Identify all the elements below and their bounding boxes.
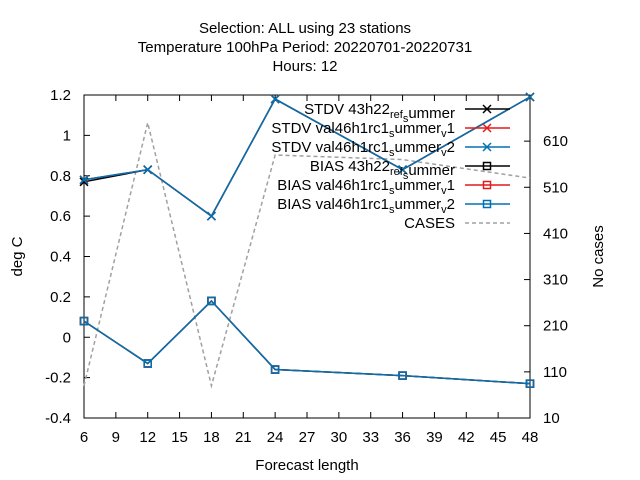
series-5 [79,296,535,388]
data-point [79,175,89,185]
data-point [525,92,535,102]
series-line [83,96,531,218]
y-tick-label: 1 [63,127,71,144]
legend-marker [482,199,492,209]
legend-label: BIAS val46h1rc1summerv2 [277,196,455,216]
legend-marker [482,123,492,133]
chart-title-line: Selection: ALL using 23 stations [199,20,411,37]
x-tick-label: 18 [203,429,220,446]
x-tick-label: 12 [139,429,156,446]
chart-title-line: Temperature 100hPa Period: 20220701-2022… [138,39,472,56]
legend-label: STDV val46h1rc1summerv2 [271,139,455,159]
series-4 [79,296,535,388]
legend-marker [482,180,492,190]
legend-marker [482,161,492,171]
y-axis-label: deg C [9,236,26,276]
data-point [270,365,280,374]
legend-label: STDV 43h22refsummer [304,101,455,125]
x-tick-label: 9 [112,429,120,446]
y-tick-label: 0.4 [50,249,71,266]
y2-tick-label: 610 [543,133,568,150]
series-line [83,299,531,385]
data-point [207,296,216,306]
y2-axis-label: No cases [590,225,607,288]
x-tick-label: 30 [331,429,348,446]
y-tick-label: -0.4 [45,410,71,427]
x-axis-ticks: 6 9 12 15 18 21 24 27 30 33 36 39 42 45 48 [80,95,539,446]
chart-title-line: Hours: 12 [272,58,337,75]
legend-label: BIAS val46h1rc1summerv1 [277,177,455,197]
y2-tick-label: 310 [543,272,568,289]
x-tick-label: 33 [362,429,379,446]
series-layer [79,92,535,389]
x-tick-label: 27 [299,429,316,446]
y-tick-label: 0.8 [50,168,71,185]
x-tick-label: 39 [426,429,443,446]
data-point [79,316,89,326]
data-point [525,379,535,388]
legend-marker [482,142,492,152]
x-tick-label: 48 [522,429,539,446]
legend-label: BIAS 43h22refsummer [310,158,455,182]
data-point [398,165,408,175]
y2-tick-label: 210 [543,318,568,335]
y2-tick-label: 510 [543,179,568,196]
data-point [143,165,153,175]
x-tick-label: 15 [171,429,188,446]
y-tick-label: 1.2 [50,87,71,104]
data-point [270,94,280,104]
series-6 [83,122,531,389]
y-tick-label: 0.2 [50,289,71,306]
legend-label: STDV val46h1rc1summerv1 [271,120,455,140]
legend-label: CASES [404,215,455,232]
data-point [206,211,216,221]
x-tick-label: 45 [490,429,507,446]
y-axis-ticks: -0.4 -0.2 0 0.2 0.4 0.6 0.8 1 1.2 [45,87,90,427]
series-3 [79,296,535,388]
y2-tick-label: 10 [543,410,560,427]
x-tick-label: 42 [458,429,475,446]
chart-titles: Selection: ALL using 23 stations Temperat… [138,20,472,75]
y2-axis-ticks: 10 110 210 310 410 510 610 [524,133,568,427]
y-tick-label: -0.2 [45,370,71,387]
x-tick-label: 24 [267,429,284,446]
y2-tick-label: 110 [543,364,567,381]
series-2 [79,92,535,221]
y-tick-label: 0.6 [50,208,71,225]
x-axis-label: Forecast length [255,457,358,474]
data-point [398,371,407,380]
data-point [143,359,152,368]
x-tick-label: 21 [235,429,252,446]
legend-marker [482,104,492,114]
x-tick-label: 6 [80,429,88,446]
y2-tick-label: 410 [543,225,568,242]
y-tick-label: 0 [63,329,71,346]
x-tick-label: 36 [394,429,411,446]
series-line [83,122,531,389]
